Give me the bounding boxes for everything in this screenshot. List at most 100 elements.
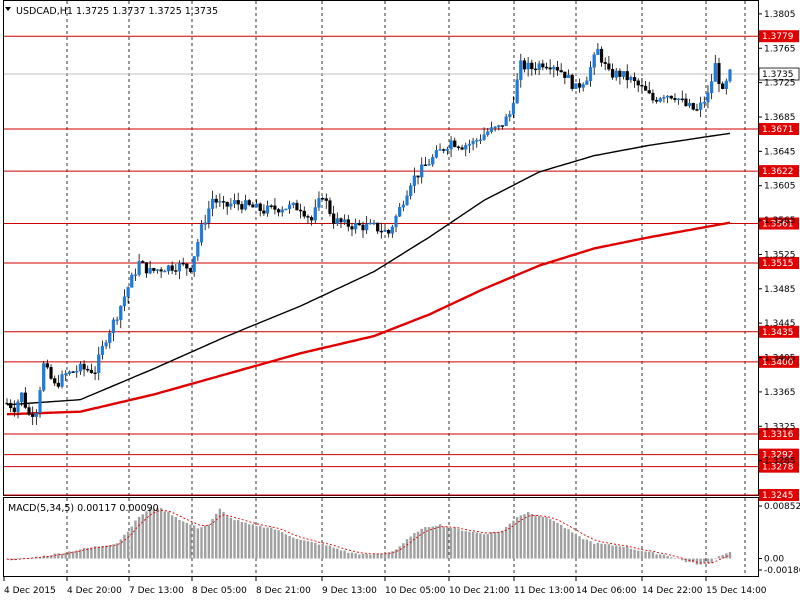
candle-down <box>684 98 688 107</box>
macd-bar <box>482 534 486 559</box>
candle-up <box>401 204 405 208</box>
candle-down <box>310 217 314 221</box>
macd-bar <box>457 528 460 559</box>
candle-down <box>647 90 651 94</box>
macd-bar <box>93 546 97 559</box>
candle-down <box>618 70 622 77</box>
macd-bar <box>108 545 111 559</box>
macd-bar <box>405 539 409 559</box>
macd-bar <box>152 508 155 559</box>
macd-bar <box>233 520 236 559</box>
candle-up <box>126 287 130 297</box>
candle-up <box>218 201 222 203</box>
candle-down <box>357 222 361 226</box>
candle-down <box>247 200 251 205</box>
candle-down <box>379 230 383 233</box>
macd-bar <box>611 545 614 559</box>
candle-up <box>537 63 541 70</box>
macd-bar <box>677 558 680 560</box>
candle-down <box>541 63 545 68</box>
y-tick-label: 1.3445 <box>764 319 796 329</box>
macd-bar <box>178 519 181 559</box>
y-tick-label: 1.3765 <box>764 44 796 54</box>
candle-down <box>423 164 427 166</box>
moving-average-black <box>6 132 731 406</box>
macd-bar <box>413 533 416 559</box>
macd-bar <box>214 513 218 559</box>
candle-up <box>60 374 64 387</box>
candle-down <box>221 201 226 203</box>
macd-bar <box>526 512 530 559</box>
macd-bar <box>655 554 658 559</box>
macd-bar <box>721 554 724 559</box>
candle-down <box>456 146 461 148</box>
candle-up <box>658 98 662 102</box>
candle-down <box>651 92 655 101</box>
candle-up <box>207 208 211 223</box>
candle-down <box>214 198 218 203</box>
candle-up <box>137 261 141 275</box>
level-label: 1.3292 <box>762 451 794 461</box>
level-label: 1.3245 <box>762 491 794 501</box>
candle-down <box>643 85 648 91</box>
candle-up <box>467 143 472 146</box>
candle-down <box>640 84 644 87</box>
candle-down <box>251 204 255 208</box>
candle-up <box>192 256 196 272</box>
x-tick-label: 10 Dec 21:00 <box>449 586 510 596</box>
macd-bar <box>559 524 563 559</box>
candle-up <box>666 95 670 98</box>
y-tick-label: 1.3285 <box>764 457 796 467</box>
candle-down <box>9 402 13 409</box>
candle-up <box>398 207 402 217</box>
x-tick-label: 10 Dec 05:00 <box>385 586 446 596</box>
x-tick-label: 8 Dec 21:00 <box>256 586 311 596</box>
macd-bar <box>648 551 651 559</box>
candle-up <box>588 67 593 82</box>
candle-up <box>445 148 449 151</box>
candle-up <box>504 116 508 126</box>
macd-bar <box>659 554 662 559</box>
candle-up <box>100 345 105 355</box>
macd-bar <box>68 551 71 559</box>
level-badge <box>759 30 799 43</box>
candle-down <box>258 203 262 211</box>
macd-bar <box>211 518 214 559</box>
x-tick-label: 7 Dec 13:00 <box>129 586 184 596</box>
macd-bar <box>192 525 196 559</box>
candle-up <box>42 363 46 391</box>
macd-bar <box>626 546 629 559</box>
macd-bar <box>270 527 273 559</box>
candle-down <box>5 402 9 405</box>
candle-up <box>67 371 71 374</box>
macd-bar <box>449 528 453 559</box>
macd-title: MACD(5,34,5) 0.00117 0.00090 <box>8 503 159 514</box>
macd-bar <box>185 522 189 559</box>
candle-down <box>45 363 49 368</box>
macd-bar <box>651 552 655 559</box>
y-tick-label: 1.3325 <box>764 422 796 432</box>
candle-down <box>625 71 629 81</box>
y-tick-label: 1.3645 <box>764 147 796 157</box>
macd-bar <box>71 551 75 559</box>
candle-down <box>603 62 607 64</box>
candle-down <box>86 368 90 371</box>
macd-bar <box>504 526 508 559</box>
macd-bar <box>475 532 478 559</box>
macd-bar <box>512 520 515 559</box>
candle-down <box>152 268 156 271</box>
macd-bar <box>112 544 115 559</box>
macd-bar <box>64 552 67 559</box>
macd-bar <box>354 553 357 559</box>
macd-bar <box>402 543 405 559</box>
candle-up <box>317 198 321 208</box>
candle-down <box>346 219 350 227</box>
level-badge <box>759 257 799 270</box>
level-badge <box>759 355 799 368</box>
collapse-triangle-icon[interactable] <box>5 7 11 11</box>
macd-bar <box>159 508 163 559</box>
macd-bar <box>703 558 706 564</box>
macd-bar <box>134 520 137 559</box>
candle-down <box>500 125 505 127</box>
